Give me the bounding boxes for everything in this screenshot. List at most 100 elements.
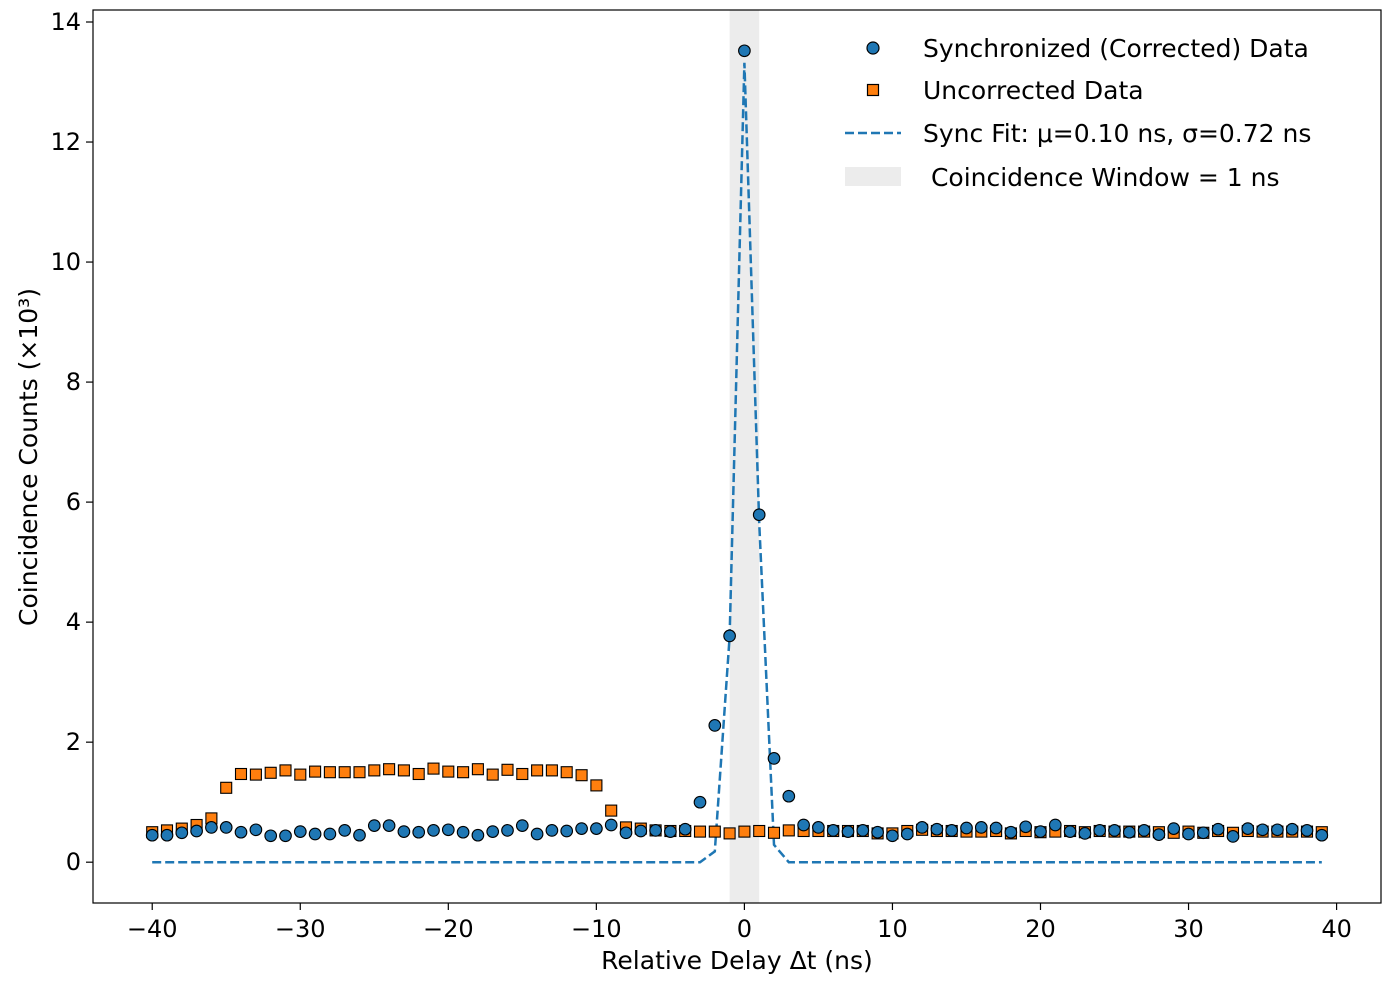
uncorrected-point [427, 762, 440, 775]
x-axis-ticks: −40 −30 −20 −10 0 10 20 30 40 [127, 903, 1352, 943]
x-tick-label: −10 [571, 915, 622, 943]
corrected-point [1152, 828, 1166, 841]
corrected-point [1211, 822, 1225, 836]
uncorrected-point [412, 767, 425, 781]
corrected-point [471, 828, 485, 842]
corrected-point [826, 824, 840, 837]
corrected-point [974, 821, 988, 834]
uncorrected-point [501, 763, 514, 776]
corrected-point [812, 821, 825, 834]
uncorrected-point [753, 824, 766, 838]
corrected-point [930, 822, 944, 836]
uncorrected-point [516, 767, 529, 781]
corrected-point [634, 824, 648, 838]
corrected-point [782, 789, 796, 803]
uncorrected-point [294, 768, 307, 781]
corrected-point [412, 825, 426, 839]
y-tick-label: 14 [50, 8, 81, 36]
x-tick-label: 20 [1025, 915, 1056, 943]
corrected-point [841, 825, 855, 838]
legend-label-window: Coincidence Window = 1 ns [923, 163, 1279, 192]
corrected-point [649, 824, 662, 837]
coincidence-window-shading [729, 10, 760, 903]
uncorrected-point [234, 767, 248, 781]
corrected-point [323, 827, 337, 841]
corrected-point [1019, 820, 1033, 834]
corrected-point [1078, 827, 1092, 840]
corrected-point [960, 821, 973, 835]
x-tick-label: 40 [1321, 915, 1352, 943]
corrected-points [145, 44, 1329, 843]
corrected-point [664, 825, 677, 838]
corrected-point [501, 824, 514, 837]
corrected-point [1241, 822, 1255, 835]
corrected-point [353, 828, 366, 842]
y-axis-ticks: 0 2 4 6 8 10 12 14 [50, 8, 93, 876]
legend-label-corrected: Synchronized (Corrected) Data [923, 34, 1309, 63]
corrected-point [738, 44, 751, 58]
corrected-point [160, 828, 174, 842]
plot-area [145, 10, 1329, 903]
corrected-point [486, 825, 500, 838]
corrected-point [308, 827, 322, 841]
y-axis-label: Coincidence Counts (×10³) [14, 288, 43, 626]
corrected-point [1108, 824, 1121, 837]
x-axis-label: Relative Delay Δt (ns) [601, 946, 873, 975]
uncorrected-point [708, 825, 721, 838]
corrected-point [1271, 823, 1284, 837]
legend-label-uncorrected: Uncorrected Data [923, 76, 1144, 105]
corrected-point [515, 819, 529, 832]
corrected-point [175, 826, 189, 840]
corrected-point [945, 824, 959, 837]
corrected-point [279, 829, 292, 843]
corrected-point [1122, 825, 1136, 839]
uncorrected-point [560, 766, 573, 779]
corrected-point [264, 829, 278, 843]
uncorrected-point [782, 824, 795, 837]
corrected-point [1300, 824, 1314, 837]
uncorrected-point [693, 825, 707, 838]
uncorrected-point [531, 764, 544, 777]
uncorrected-point [368, 764, 381, 777]
x-tick-label: 30 [1173, 915, 1204, 943]
uncorrected-point [457, 766, 470, 779]
corrected-point [367, 819, 381, 832]
corrected-point [249, 823, 263, 837]
corrected-point [338, 824, 352, 837]
corrected-point [219, 821, 233, 834]
corrected-point [1285, 822, 1299, 836]
legend-marker-uncorrected [866, 83, 880, 97]
corrected-point [1256, 823, 1269, 837]
uncorrected-point [383, 763, 396, 776]
corrected-point [619, 826, 633, 840]
uncorrected-point [590, 779, 603, 792]
uncorrected-point [279, 764, 292, 777]
corrected-point [560, 824, 574, 838]
uncorrected-point [323, 766, 336, 779]
corrected-point [1004, 825, 1018, 839]
uncorrected-point [545, 764, 558, 777]
uncorrected-point [338, 766, 351, 779]
uncorrected-point [442, 765, 455, 778]
legend-label-fit: Sync Fit: μ=0.10 ns, σ=0.72 ns [923, 119, 1311, 148]
corrected-point [293, 825, 307, 838]
corrected-point [456, 825, 470, 839]
fit-curve [152, 62, 1322, 864]
uncorrected-point [723, 827, 736, 840]
corrected-point [1063, 825, 1077, 838]
legend-marker-window [845, 167, 901, 186]
corrected-point [693, 795, 707, 809]
fit-layer [152, 62, 1322, 864]
corrected-point [1196, 826, 1210, 840]
y-tick-label: 10 [50, 248, 81, 276]
y-tick-label: 4 [66, 608, 81, 636]
corrected-point [1226, 830, 1240, 843]
x-tick-label: −20 [423, 915, 474, 943]
uncorrected-point [249, 768, 262, 781]
corrected-point [382, 819, 396, 832]
legend-marker-corrected [866, 41, 880, 55]
corrected-point [915, 821, 929, 834]
y-tick-label: 6 [66, 488, 81, 516]
corrected-point [1034, 825, 1047, 838]
